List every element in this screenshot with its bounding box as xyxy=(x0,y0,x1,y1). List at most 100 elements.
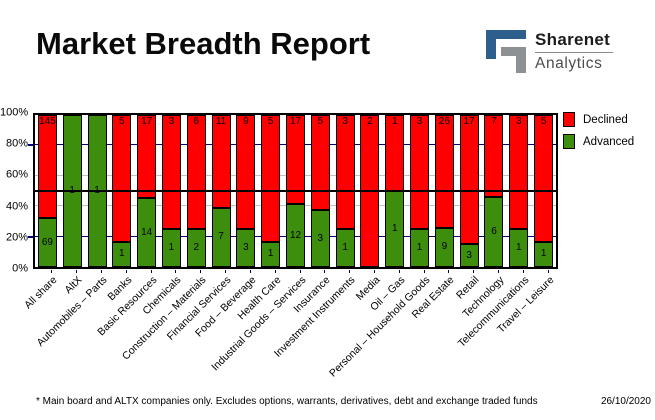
x-axis-tickmark xyxy=(373,270,375,273)
legend-item-advanced: Advanced xyxy=(563,134,634,149)
x-axis-tickmark xyxy=(150,270,152,273)
advanced-segment xyxy=(509,229,529,267)
y-axis-tick-20 xyxy=(28,235,33,238)
logo-text: Sharenet Analytics xyxy=(535,28,613,73)
advanced-segment xyxy=(434,227,454,267)
bar-Real Estate xyxy=(434,115,454,267)
logo-brand: Sharenet xyxy=(535,30,611,49)
x-axis-tickmark xyxy=(175,270,177,273)
advanced-segment xyxy=(236,229,256,267)
bar-Technology xyxy=(484,115,504,267)
x-axis-tickmark xyxy=(274,270,276,273)
bar-Insurance xyxy=(310,115,330,267)
declined-segment xyxy=(484,115,504,197)
x-axis-ticks xyxy=(33,269,558,273)
advanced-color-swatch xyxy=(563,134,575,149)
advanced-segment xyxy=(211,207,231,267)
advanced-segment xyxy=(261,241,281,267)
x-axis-tickmark xyxy=(249,270,251,273)
x-axis-tickmark xyxy=(398,270,400,273)
x-axis-tickmark xyxy=(423,270,425,273)
bar-Industrial Goods – Services xyxy=(286,115,305,267)
declined-segment xyxy=(261,115,281,242)
y-axis: 100% 80% 60% 40% 20% 0% xyxy=(0,107,28,274)
declined-segment xyxy=(335,115,355,229)
declined-segment xyxy=(434,115,454,228)
bar-Oil – Gas xyxy=(385,115,405,267)
x-axis-tickmark xyxy=(299,270,301,273)
x-axis-tickmark xyxy=(225,270,227,273)
bar-Construction – Materials xyxy=(186,115,206,267)
declined-segment xyxy=(459,115,479,245)
advanced-segment xyxy=(385,191,405,267)
footnote: * Main board and ALTX companies only. Ex… xyxy=(36,396,538,407)
x-axis-labels: All share AltX Automobiles – Parts Banks Bas… xyxy=(23,274,558,394)
advanced-segment xyxy=(137,198,157,267)
bar-All share xyxy=(37,115,57,267)
bar-Basic Resources xyxy=(137,115,157,267)
footer: * Main board and ALTX companies only. Ex… xyxy=(36,396,651,407)
legend-label-advanced: Advanced xyxy=(583,135,635,148)
declined-segment xyxy=(385,115,405,191)
logo-divider xyxy=(535,52,613,53)
advanced-segment xyxy=(335,229,355,267)
bar-Retail xyxy=(459,115,479,267)
advanced-segment xyxy=(161,229,181,267)
bar-Health Care xyxy=(261,115,281,267)
x-axis-tickmark xyxy=(448,270,450,273)
advanced-segment xyxy=(410,229,430,267)
legend-label-declined: Declined xyxy=(583,113,628,126)
x-axis-tickmark xyxy=(76,270,78,273)
x-axis-tickmark xyxy=(473,270,475,273)
advanced-segment xyxy=(186,229,206,267)
sharenet-logo-icon xyxy=(486,30,526,73)
x-axis-tickmark xyxy=(200,270,202,273)
bar-Financial Services xyxy=(211,115,231,267)
plot-area: 145 69 1 1 5 1 17 14 3 1 6 2 11 7 9 3 5 1 17 12 5 3 3 1 2 1 1 3 1 26 9… xyxy=(28,113,558,269)
bar-Travel – Leisure xyxy=(534,115,554,267)
declined-segment xyxy=(236,115,256,229)
page-title: Market Breadth Report xyxy=(36,26,371,61)
y-tick-label-40pct: 40% xyxy=(5,200,28,213)
x-axis-tickmark xyxy=(349,270,351,273)
declined-segment xyxy=(161,115,181,229)
report-date: 26/10/2020 xyxy=(600,396,651,407)
y-tick-label-0pct: 0% xyxy=(12,262,28,275)
logo-subtitle: Analytics xyxy=(535,55,603,72)
declined-segment xyxy=(286,115,305,205)
legend-item-declined: Declined xyxy=(563,112,634,127)
y-tick-label-100pct: 100% xyxy=(0,106,29,119)
x-axis-tickmark xyxy=(522,270,524,273)
legend: Declined Advanced xyxy=(563,112,634,156)
x-axis-tickmark xyxy=(324,270,326,273)
bar-Chemicals xyxy=(161,115,181,267)
advanced-segment xyxy=(286,204,305,267)
x-axis-tickmark xyxy=(547,270,549,273)
declined-color-swatch xyxy=(563,112,575,127)
bar-Telecommunications xyxy=(509,115,529,267)
advanced-segment xyxy=(310,210,330,267)
declined-segment xyxy=(534,115,554,242)
y-axis-tick-80 xyxy=(28,144,33,147)
sharenet-logo: Sharenet Analytics xyxy=(484,28,613,75)
y-tick-label-20pct: 20% xyxy=(5,231,28,244)
advanced-segment xyxy=(534,241,554,267)
declined-segment xyxy=(410,115,430,229)
x-axis-tickmark xyxy=(51,270,53,273)
bar-Investment Instruments xyxy=(335,115,355,267)
advanced-segment xyxy=(459,244,479,267)
reference-line-50 xyxy=(35,190,556,192)
declined-segment xyxy=(186,115,206,229)
declined-segment xyxy=(137,115,157,199)
declined-segment xyxy=(211,115,231,208)
bar-Personal – Household Goods xyxy=(410,115,430,267)
declined-segment xyxy=(509,115,529,229)
bar-Food – Beverage xyxy=(236,115,256,267)
declined-segment xyxy=(37,115,57,218)
y-tick-label-60pct: 60% xyxy=(5,168,28,181)
bar-Banks xyxy=(112,115,132,267)
declined-segment xyxy=(310,115,330,210)
x-axis-tickmark xyxy=(497,270,499,273)
x-axis-tickmark xyxy=(101,270,103,273)
